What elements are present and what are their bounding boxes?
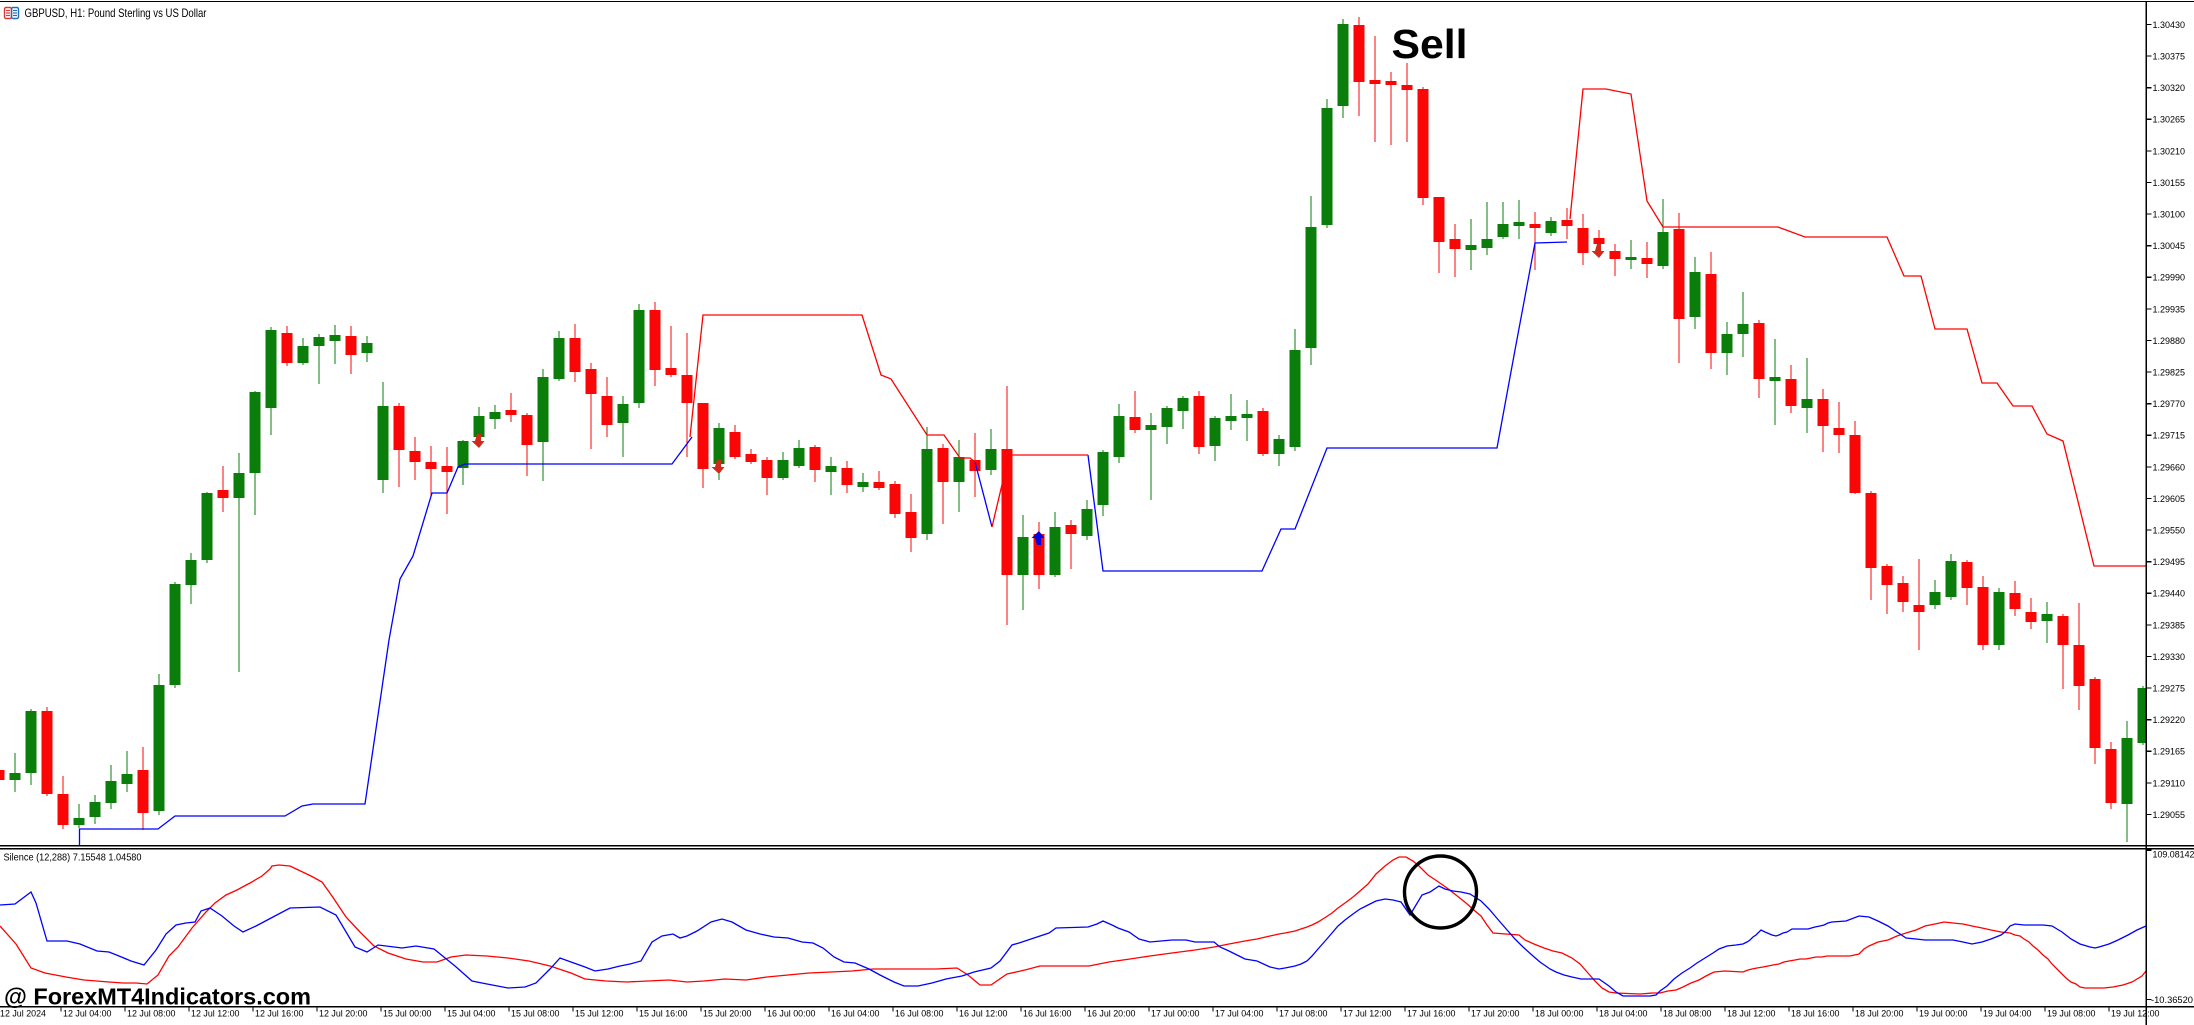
svg-text:1.30045: 1.30045 <box>2153 241 2186 251</box>
svg-text:1.29880: 1.29880 <box>2153 336 2186 346</box>
svg-text:18 Jul 08:00: 18 Jul 08:00 <box>1663 1009 1712 1019</box>
svg-text:12 Jul 08:00: 12 Jul 08:00 <box>127 1009 176 1019</box>
svg-text:1.30320: 1.30320 <box>2153 83 2186 93</box>
svg-text:1.29605: 1.29605 <box>2153 494 2186 504</box>
svg-text:1.29385: 1.29385 <box>2153 620 2186 630</box>
svg-text:1.29825: 1.29825 <box>2153 368 2186 378</box>
svg-text:19 Jul 08:00: 19 Jul 08:00 <box>2047 1009 2096 1019</box>
svg-text:19 Jul 00:00: 19 Jul 00:00 <box>1919 1009 1968 1019</box>
svg-text:19 Jul 04:00: 19 Jul 04:00 <box>1983 1009 2032 1019</box>
svg-text:12 Jul 12:00: 12 Jul 12:00 <box>191 1009 240 1019</box>
svg-text:1.29330: 1.29330 <box>2153 652 2186 662</box>
svg-text:15 Jul 04:00: 15 Jul 04:00 <box>447 1009 496 1019</box>
svg-text:1.29935: 1.29935 <box>2153 304 2186 314</box>
svg-text:1.29275: 1.29275 <box>2153 684 2186 694</box>
svg-text:18 Jul 16:00: 18 Jul 16:00 <box>1791 1009 1840 1019</box>
svg-text:18 Jul 04:00: 18 Jul 04:00 <box>1599 1009 1648 1019</box>
svg-text:-10.36520: -10.36520 <box>2151 995 2193 1005</box>
svg-text:1.29110: 1.29110 <box>2153 778 2186 788</box>
svg-text:1.30375: 1.30375 <box>2153 52 2186 62</box>
svg-text:16 Jul 08:00: 16 Jul 08:00 <box>895 1009 944 1019</box>
svg-text:17 Jul 08:00: 17 Jul 08:00 <box>1279 1009 1328 1019</box>
svg-text:15 Jul 08:00: 15 Jul 08:00 <box>511 1009 560 1019</box>
svg-text:1.29990: 1.29990 <box>2153 273 2186 283</box>
svg-text:1.30265: 1.30265 <box>2153 115 2186 125</box>
svg-text:17 Jul 16:00: 17 Jul 16:00 <box>1407 1009 1456 1019</box>
svg-text:19 Jul 12:00: 19 Jul 12:00 <box>2111 1009 2160 1019</box>
svg-text:1.30100: 1.30100 <box>2153 210 2186 220</box>
svg-text:1.29440: 1.29440 <box>2153 589 2186 599</box>
svg-text:1.29770: 1.29770 <box>2153 399 2186 409</box>
svg-text:16 Jul 12:00: 16 Jul 12:00 <box>959 1009 1008 1019</box>
svg-text:17 Jul 00:00: 17 Jul 00:00 <box>1151 1009 1200 1019</box>
svg-text:1.29220: 1.29220 <box>2153 715 2186 725</box>
svg-text:16 Jul 20:00: 16 Jul 20:00 <box>1087 1009 1136 1019</box>
svg-text:16 Jul 16:00: 16 Jul 16:00 <box>1023 1009 1072 1019</box>
svg-text:18 Jul 12:00: 18 Jul 12:00 <box>1727 1009 1776 1019</box>
svg-text:1.29055: 1.29055 <box>2153 810 2186 820</box>
svg-text:1.29550: 1.29550 <box>2153 526 2186 536</box>
svg-text:17 Jul 12:00: 17 Jul 12:00 <box>1343 1009 1392 1019</box>
svg-text:16 Jul 00:00: 16 Jul 00:00 <box>767 1009 816 1019</box>
svg-text:109.08142: 109.08142 <box>2153 850 2194 860</box>
svg-text:18 Jul 00:00: 18 Jul 00:00 <box>1535 1009 1584 1019</box>
svg-text:12 Jul 2024: 12 Jul 2024 <box>0 1009 46 1019</box>
svg-text:15 Jul 16:00: 15 Jul 16:00 <box>639 1009 688 1019</box>
svg-text:1.30155: 1.30155 <box>2153 178 2186 188</box>
svg-text:GBPUSD, H1: Pound Sterling vs: GBPUSD, H1: Pound Sterling vs US Dollar <box>25 6 207 20</box>
svg-text:Silence (12,288) 7.15548 1.045: Silence (12,288) 7.15548 1.04580 <box>4 852 142 864</box>
svg-text:17 Jul 20:00: 17 Jul 20:00 <box>1471 1009 1520 1019</box>
svg-text:12 Jul 20:00: 12 Jul 20:00 <box>319 1009 368 1019</box>
svg-text:15 Jul 12:00: 15 Jul 12:00 <box>575 1009 624 1019</box>
svg-text:17 Jul 04:00: 17 Jul 04:00 <box>1215 1009 1264 1019</box>
svg-text:1.29715: 1.29715 <box>2153 431 2186 441</box>
svg-text:Sell: Sell <box>1392 21 1468 67</box>
svg-text:1.30430: 1.30430 <box>2153 20 2186 30</box>
svg-text:12 Jul 04:00: 12 Jul 04:00 <box>63 1009 112 1019</box>
svg-text:16 Jul 04:00: 16 Jul 04:00 <box>831 1009 880 1019</box>
svg-text:1.29165: 1.29165 <box>2153 747 2186 757</box>
svg-text:15 Jul 00:00: 15 Jul 00:00 <box>383 1009 432 1019</box>
svg-text:12 Jul 16:00: 12 Jul 16:00 <box>255 1009 304 1019</box>
svg-text:18 Jul 20:00: 18 Jul 20:00 <box>1855 1009 1904 1019</box>
svg-text:1.29660: 1.29660 <box>2153 462 2186 472</box>
svg-text:1.29495: 1.29495 <box>2153 557 2186 567</box>
svg-text:15 Jul 20:00: 15 Jul 20:00 <box>703 1009 752 1019</box>
svg-text:1.30210: 1.30210 <box>2153 146 2186 156</box>
svg-text:@ ForexMT4Indicators.com: @ ForexMT4Indicators.com <box>4 984 311 1010</box>
